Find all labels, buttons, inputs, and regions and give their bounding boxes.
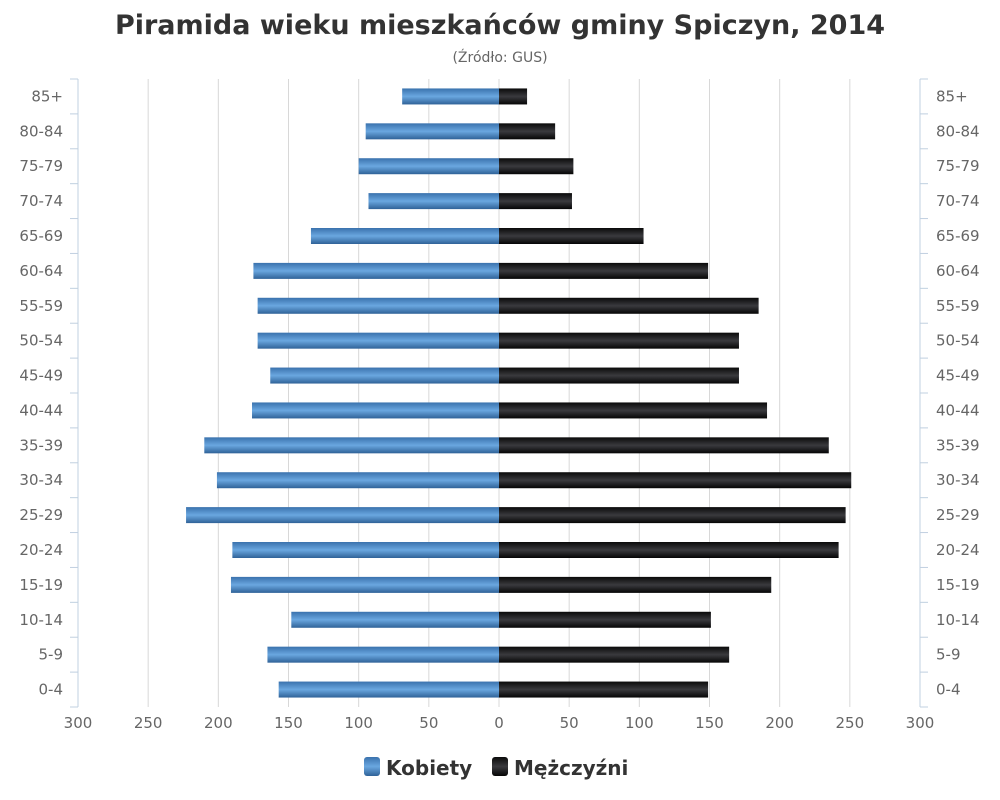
bar-kobiety [230,576,500,593]
bar-mezczyzni [499,437,829,454]
right-category-label: 65-69 [936,227,980,245]
bar-kobiety [291,611,499,628]
x-tick-label: 300 [906,714,935,732]
bar-kobiety [257,332,499,349]
bar-kobiety [310,228,499,244]
left-category-label: 30-34 [19,471,63,489]
x-tick-label: 0 [494,714,504,732]
bar-mezczyzni [499,611,711,628]
right-category-label: 5-9 [936,646,961,664]
bar-mezczyzni [499,681,709,698]
x-tick-label: 250 [134,714,163,732]
left-category-label: 80-84 [19,122,63,140]
bar-kobiety [365,123,499,140]
right-category-label: 75-79 [936,157,980,175]
bar-kobiety [278,681,499,698]
left-category-label: 60-64 [19,262,63,280]
left-category-label: 45-49 [19,367,63,385]
right-category-label: 55-59 [936,297,980,315]
x-tick-label: 300 [64,714,93,732]
chart-subtitle: (Źródło: GUS) [452,48,547,66]
bar-mezczyzni [499,88,528,105]
bar-mezczyzni [499,542,839,558]
left-category-label: 50-54 [19,332,63,350]
x-tick-label: 150 [695,714,724,732]
right-category-label: 30-34 [936,471,980,489]
bar-kobiety [232,542,499,558]
left-category-label: 15-19 [19,576,63,594]
bar-mezczyzni [499,367,739,384]
right-category-label: 35-39 [936,436,980,454]
bar-kobiety [252,402,499,419]
bar-mezczyzni [499,123,556,140]
right-category-label: 20-24 [936,541,980,559]
right-category-label: 70-74 [936,192,980,210]
legend-label-mezczyzni: Mężczyźni [514,756,628,780]
left-category-label: 70-74 [19,192,63,210]
legend-swatch-kobiety [364,757,380,776]
x-tick-label: 100 [625,714,654,732]
left-category-label: 75-79 [19,157,63,175]
left-category-label: 55-59 [19,297,63,315]
bar-mezczyzni [499,332,739,349]
bar-mezczyzni [499,262,709,279]
bar-kobiety [253,262,499,279]
right-category-label: 60-64 [936,262,980,280]
bar-kobiety [270,367,499,384]
bar-mezczyzni [499,576,772,593]
right-category-label: 85+ [936,87,968,105]
left-category-label: 0-4 [39,681,64,699]
left-category-label: 25-29 [19,506,63,524]
left-category-label: 65-69 [19,227,63,245]
left-category-label: 10-14 [19,611,63,629]
bar-kobiety [368,193,499,210]
right-category-label: 40-44 [936,401,980,419]
left-category-label: 85+ [31,87,63,105]
right-category-label: 10-14 [936,611,980,629]
bar-mezczyzni [499,472,852,489]
left-category-label: 20-24 [19,541,63,559]
bar-mezczyzni [499,158,574,175]
bar-kobiety [216,472,499,489]
right-category-label: 80-84 [936,122,980,140]
bar-mezczyzni [499,193,572,210]
bar-kobiety [257,297,499,314]
right-category-label: 0-4 [936,681,961,699]
x-tick-label: 150 [274,714,303,732]
left-category-label: 5-9 [39,646,64,664]
legend-label-kobiety: Kobiety [386,756,472,780]
right-category-label: 45-49 [936,367,980,385]
bar-mezczyzni [499,402,768,419]
bar-kobiety [204,437,500,454]
legend-swatch-mezczyzni [492,757,508,776]
bar-mezczyzni [499,507,846,524]
right-category-label: 25-29 [936,506,980,524]
bar-mezczyzni [499,646,730,663]
right-category-label: 15-19 [936,576,980,594]
x-tick-label: 50 [419,714,438,732]
right-category-label: 50-54 [936,332,980,350]
x-tick-label: 100 [344,714,373,732]
x-tick-label: 50 [560,714,579,732]
left-category-label: 35-39 [19,436,63,454]
bar-kobiety [402,88,499,105]
bar-mezczyzni [499,228,644,244]
x-tick-label: 250 [836,714,865,732]
bar-kobiety [267,646,499,663]
x-tick-label: 200 [204,714,233,732]
chart-title: Piramida wieku mieszkańców gminy Spiczyn… [115,10,885,41]
x-tick-label: 200 [765,714,794,732]
bar-kobiety [186,507,499,524]
left-category-label: 40-44 [19,401,63,419]
bar-kobiety [358,158,499,175]
bar-mezczyzni [499,297,759,314]
